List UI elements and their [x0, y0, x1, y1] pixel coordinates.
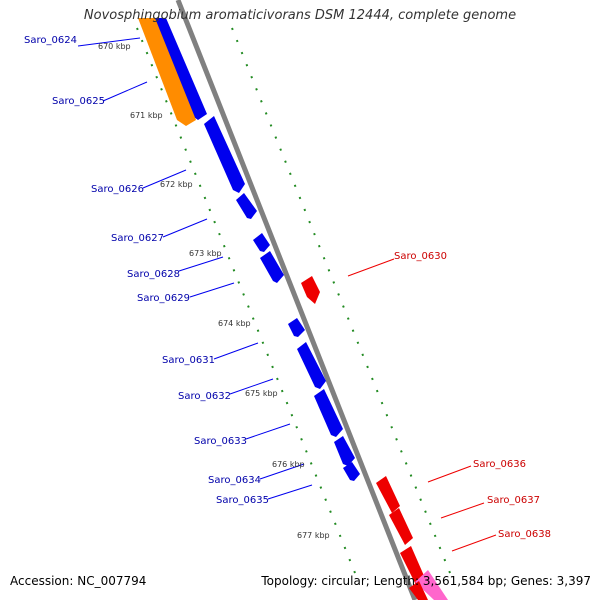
label-saro-0625[interactable]: Saro_0625	[52, 96, 105, 107]
connector-saro-0632	[229, 378, 274, 395]
tick-label-670kbp: 670 kbp	[98, 42, 131, 51]
gene-saro-0630[interactable]	[301, 276, 320, 304]
accession-text: Accession: NC_007794	[10, 574, 147, 588]
gene-saro-0629[interactable]	[260, 251, 284, 283]
connector-saro-0624	[77, 37, 141, 47]
gene-saro-0635[interactable]	[343, 462, 360, 481]
gene-red-partial[interactable]	[409, 581, 428, 600]
genome-summary-text: Topology: circular; Length: 3,561,584 bp…	[261, 574, 591, 588]
label-saro-0629[interactable]: Saro_0629	[137, 293, 190, 304]
connector-saro-0630	[347, 258, 395, 277]
gene-saro-0633[interactable]	[314, 389, 343, 437]
tick-label-675kbp: 675 kbp	[245, 389, 278, 398]
gene-saro-0626[interactable]	[204, 116, 245, 193]
gene-pink-partial[interactable]	[415, 570, 448, 600]
label-saro-0630[interactable]: Saro_0630	[394, 251, 447, 262]
gene-saro-0631[interactable]	[288, 318, 305, 337]
gene-saro-0627[interactable]	[236, 193, 257, 219]
connector-saro-0636	[427, 465, 472, 483]
label-saro-0636[interactable]: Saro_0636	[473, 459, 526, 470]
tick-label-674kbp: 674 kbp	[218, 319, 251, 328]
label-saro-0631[interactable]: Saro_0631	[162, 355, 215, 366]
genome-title: Novosphingobium aromaticivorans DSM 1244…	[83, 8, 517, 23]
label-saro-0634[interactable]: Saro_0634	[208, 475, 261, 486]
gene-saro-0632[interactable]	[297, 342, 326, 389]
tick-label-677kbp: 677 kbp	[297, 531, 330, 540]
label-saro-0628[interactable]: Saro_0628	[127, 269, 180, 280]
label-saro-0637[interactable]: Saro_0637	[487, 495, 540, 506]
label-saro-0624[interactable]: Saro_0624	[24, 35, 77, 46]
label-saro-0627[interactable]: Saro_0627	[111, 233, 164, 244]
connector-saro-0638	[451, 534, 497, 552]
connector-saro-0626	[142, 169, 187, 189]
gene-saro-0625[interactable]	[138, 18, 196, 126]
connector-saro-0637	[440, 502, 485, 519]
connector-saro-0629	[189, 282, 235, 298]
connector-saro-0634	[259, 463, 305, 480]
label-saro-0626[interactable]: Saro_0626	[91, 184, 144, 195]
label-saro-0632[interactable]: Saro_0632	[178, 391, 231, 402]
gene-saro-0636[interactable]	[376, 476, 400, 513]
tick-label-672kbp: 672 kbp	[160, 180, 193, 189]
label-saro-0633[interactable]: Saro_0633	[194, 436, 247, 447]
tick-label-671kbp: 671 kbp	[130, 111, 163, 120]
label-saro-0635[interactable]: Saro_0635	[216, 495, 269, 506]
tick-label-676kbp: 676 kbp	[272, 460, 305, 469]
tick-label-673kbp: 673 kbp	[189, 249, 222, 258]
connector-saro-0635	[267, 484, 313, 500]
connector-saro-0631	[213, 342, 259, 360]
genome-backbone	[175, 0, 418, 600]
gene-saro-0638[interactable]	[400, 546, 425, 585]
connector-saro-0627	[162, 218, 208, 238]
label-saro-0638[interactable]: Saro_0638	[498, 529, 551, 540]
gene-saro-0637[interactable]	[389, 508, 413, 545]
gene-saro-0628[interactable]	[253, 233, 270, 252]
connector-saro-0633	[245, 423, 291, 440]
connector-saro-0628	[178, 256, 224, 272]
connector-saro-0625	[102, 81, 148, 102]
gene-saro-0634[interactable]	[334, 436, 355, 466]
